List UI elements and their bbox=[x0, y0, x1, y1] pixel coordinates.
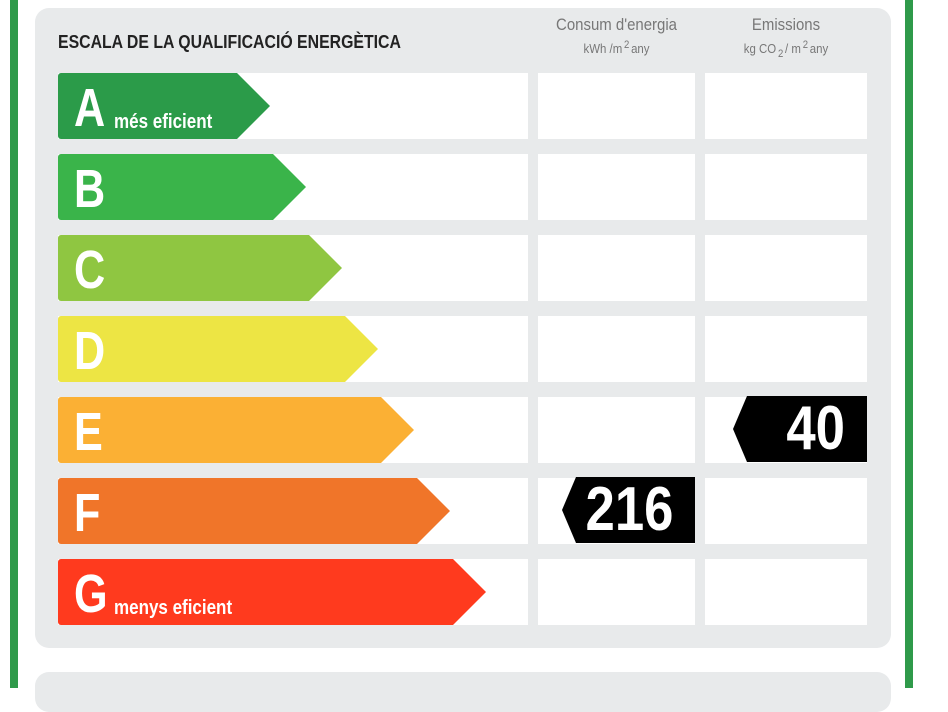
cell bbox=[705, 235, 867, 301]
cell bbox=[538, 316, 695, 382]
emissions-badge: 40 bbox=[733, 396, 867, 462]
cell bbox=[538, 397, 695, 463]
unit: kg CO 2/ m 2 any bbox=[706, 39, 866, 60]
unit-part: 2 bbox=[802, 39, 808, 51]
unit-part: any bbox=[631, 41, 650, 57]
unit-part: kWh /m bbox=[583, 41, 623, 57]
page: ESCALA DE LA QUALIFICACIÓ ENERGÈTICA Con… bbox=[10, 0, 913, 712]
column-title: Emissions bbox=[751, 15, 821, 34]
unit-part: any bbox=[809, 41, 829, 57]
cell bbox=[538, 559, 695, 625]
cell bbox=[705, 559, 867, 625]
rating-caption: més eficient bbox=[114, 111, 213, 133]
rating-letter: A bbox=[74, 78, 106, 138]
consumption-badge: 216 bbox=[562, 477, 695, 543]
unit-part: 2 bbox=[777, 47, 784, 60]
unit: kWh /m 2 any bbox=[539, 39, 695, 56]
rating-letter: D bbox=[74, 321, 106, 381]
value: 216 bbox=[585, 475, 673, 544]
border bbox=[10, 0, 18, 688]
unit-part: kg CO bbox=[743, 41, 777, 57]
rating-arrow: F bbox=[58, 478, 450, 544]
rating-arrow: E bbox=[58, 397, 414, 463]
rating-letter: F bbox=[74, 483, 101, 543]
value: 40 bbox=[786, 394, 845, 463]
cell bbox=[705, 154, 867, 220]
unit-part: 2 bbox=[624, 39, 630, 51]
rating-letter: E bbox=[74, 402, 103, 462]
rating-arrow: C bbox=[58, 235, 342, 301]
cell bbox=[705, 316, 867, 382]
unit-part: / m bbox=[785, 41, 801, 57]
column-header: Emissions kg CO 2/ m 2 any bbox=[706, 15, 866, 60]
title: ESCALA DE LA QUALIFICACIÓ ENERGÈTICA bbox=[58, 32, 401, 52]
column-title: Consum d'energia bbox=[556, 15, 677, 34]
cell bbox=[538, 235, 695, 301]
rating-letter: B bbox=[74, 159, 106, 219]
cell bbox=[538, 154, 695, 220]
panel bbox=[35, 672, 891, 712]
border bbox=[905, 0, 913, 688]
rating-letter: G bbox=[74, 564, 108, 624]
cell bbox=[705, 73, 867, 139]
rating-arrow: B bbox=[58, 154, 306, 220]
cell bbox=[538, 73, 695, 139]
column-header: Consum d'energia kWh /m 2 any bbox=[539, 15, 695, 56]
rating-letter: C bbox=[74, 240, 106, 300]
rating-caption: menys eficient bbox=[114, 597, 233, 619]
rating-arrow: D bbox=[58, 316, 378, 382]
cell bbox=[705, 478, 867, 544]
